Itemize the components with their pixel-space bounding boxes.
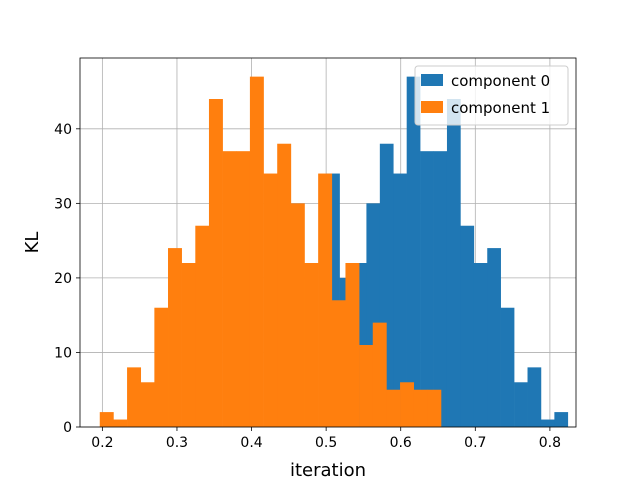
histogram-bars [99, 76, 569, 428]
x-tick-label: 0.6 [390, 435, 412, 451]
series-1-bars [99, 76, 442, 428]
histogram-bar [554, 412, 569, 427]
y-tick-label: 30 [54, 196, 72, 212]
histogram-bar [473, 263, 488, 427]
histogram-bar [331, 300, 346, 427]
histogram-bar [345, 263, 360, 427]
legend-label: component 1 [451, 99, 550, 117]
histogram-bar [236, 151, 251, 427]
y-axis-label: KL [22, 232, 43, 254]
histogram-bar [208, 99, 223, 427]
legend: component 0 component 1 [414, 65, 569, 126]
histogram-bar [386, 389, 401, 427]
legend-box [414, 65, 569, 126]
histogram-bar [140, 382, 155, 427]
x-tick-label: 0.8 [539, 435, 561, 451]
histogram-bar [433, 151, 448, 427]
histogram-bar [222, 151, 237, 427]
histogram-bar [406, 76, 421, 428]
legend-swatch [421, 101, 443, 113]
histogram-bar [514, 382, 528, 427]
plot-frame [79, 57, 577, 428]
histogram-bar [487, 248, 501, 427]
histogram-bar [540, 419, 555, 427]
y-tick-label: 0 [63, 420, 72, 436]
histogram-bar [304, 263, 319, 427]
histogram-bar [446, 99, 461, 427]
histogram-bar [195, 225, 210, 427]
legend-swatch [421, 74, 443, 86]
x-tick-label: 0.2 [91, 435, 113, 451]
histogram-bar [460, 225, 475, 427]
histogram-bar [154, 307, 169, 427]
y-tick-label: 40 [54, 122, 72, 138]
x-tick-label: 0.4 [240, 435, 262, 451]
histogram-bar [113, 419, 128, 427]
histogram-bar [99, 412, 114, 427]
x-tick-label: 0.5 [315, 435, 337, 451]
x-axis-label: iteration [290, 460, 366, 480]
histogram-bar [318, 173, 333, 427]
x-tick-label: 0.7 [464, 435, 486, 451]
y-tick-label: 20 [54, 271, 72, 287]
histogram-bar [290, 203, 305, 427]
histogram-bar [263, 173, 278, 427]
histogram-bar [168, 248, 182, 427]
histogram-bar [393, 173, 407, 427]
histogram-bar [527, 367, 542, 427]
histogram-bar [372, 322, 387, 427]
histogram-bar [181, 263, 196, 427]
histogram-bar [249, 76, 264, 428]
histogram-bar [413, 389, 428, 427]
histogram-bar [500, 307, 515, 427]
y-tick-label: 10 [54, 345, 72, 361]
x-tick-label: 0.3 [166, 435, 188, 451]
x-axis-ticks: 0.2 0.3 0.4 0.5 0.6 0.7 0.8 [91, 427, 561, 451]
histogram-bar [127, 367, 142, 427]
histogram-bar [359, 345, 374, 427]
histogram-bar [277, 143, 292, 427]
legend-label: component 0 [451, 72, 550, 90]
histogram-bar [420, 151, 434, 427]
y-axis-ticks: 0 10 20 30 40 [54, 122, 80, 436]
histogram-bar [400, 382, 414, 427]
histogram-bar [427, 389, 442, 427]
